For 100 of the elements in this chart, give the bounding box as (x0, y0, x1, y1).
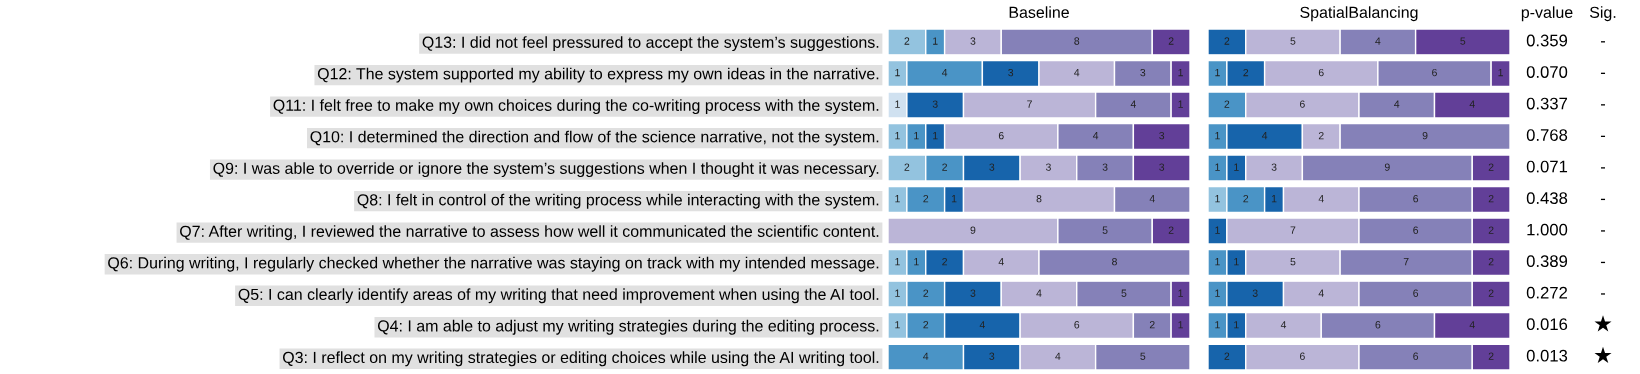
data-label: 1 (1178, 68, 1183, 77)
data-label: 2 (1318, 131, 1324, 140)
text: p-value (1521, 6, 1573, 22)
data-label: 7 (1027, 100, 1032, 108)
text: ★ (1594, 346, 1612, 363)
data-label: 2 (1168, 37, 1174, 45)
y-tick-label: Q11: I felt free to make my own choices during the co-writing process with the system. (273, 99, 879, 115)
text: - (1600, 41, 1606, 43)
data-label: 1 (1178, 321, 1183, 329)
data-label: 8 (1074, 37, 1080, 45)
data-label: 1 (895, 132, 900, 140)
y-tick-label: Q5: I can clearly identify areas of my writing that need improvement when using the AI tool. (238, 288, 879, 304)
data-label: 3 (1271, 163, 1277, 171)
data-label: 8 (1112, 257, 1117, 266)
data-label: 6 (1300, 352, 1305, 360)
data-label: 7 (1403, 258, 1409, 266)
y-tick-label: Q4: I am able to adjust my writing strategies during the editing process. (377, 319, 879, 335)
data-label: 2 (1488, 289, 1494, 297)
data-label: 6 (1318, 68, 1324, 77)
data-label: 1 (895, 289, 900, 297)
data-label: 4 (1394, 100, 1400, 108)
text: Sig. (1589, 6, 1616, 22)
data-label: 9 (970, 226, 976, 234)
data-label: 6 (1413, 289, 1419, 297)
data-label: 2 (1243, 194, 1249, 203)
text: 0.359 (1526, 34, 1568, 47)
data-label: 6 (998, 131, 1004, 140)
chart-title: Baseline (1009, 6, 1069, 18)
data-label: 1 (1215, 195, 1220, 203)
data-label: 3 (1102, 163, 1108, 171)
text: - (1600, 167, 1606, 169)
data-label: 3 (1159, 163, 1165, 171)
y-tick-label: Q9: I was able to override or ignore the system’s suggestions when I thought it was necessary. (213, 162, 879, 178)
data-label: 4 (1469, 321, 1475, 329)
text: 1.000 (1527, 223, 1568, 236)
y-tick-label: Q3: I reflect on my writing strategies or editing choices while using the AI writing tool. (282, 351, 879, 367)
data-label: 2 (904, 37, 910, 45)
data-label: 1 (1271, 195, 1277, 203)
data-label: 4 (1092, 132, 1099, 140)
data-label: 8 (1036, 194, 1042, 203)
data-label: 1 (895, 68, 900, 77)
data-label: 5 (1460, 37, 1466, 45)
y-tick-label: Q6: During writing, I regularly checked whether the narrative was staying on track with my intended message. (108, 256, 879, 272)
data-label: 4 (923, 352, 929, 360)
data-label: 5 (1290, 37, 1296, 45)
data-label: 1 (1178, 289, 1183, 297)
chart-title: SpatialBalancing (1300, 6, 1418, 22)
data-label: 4 (1074, 68, 1080, 77)
data-label: 3 (932, 100, 938, 108)
data-label: 9 (1384, 163, 1390, 171)
data-label: 5 (1290, 258, 1296, 266)
data-label: 2 (1224, 352, 1230, 360)
data-label: 3 (1140, 68, 1146, 77)
text: - (1600, 104, 1606, 106)
data-label: 2 (1168, 226, 1174, 234)
data-label: 1 (895, 100, 900, 108)
data-label: 2 (1243, 68, 1249, 77)
text: 0.389 (1526, 255, 1568, 268)
data-label: 1 (1215, 289, 1220, 297)
text: ★ (1594, 315, 1612, 332)
data-label: 1 (951, 195, 957, 203)
text: 0.070 (1526, 66, 1568, 78)
data-label: 4 (1318, 289, 1324, 297)
data-label: 4 (1036, 289, 1042, 297)
data-label: 2 (904, 163, 910, 171)
data-label: 6 (1074, 321, 1080, 329)
data-label: 1 (1234, 258, 1239, 266)
data-label: 4 (1261, 132, 1268, 140)
data-label: 2 (1488, 226, 1494, 234)
y-tick-label: Q7: After writing, I reviewed the narrative to assess how well it communicated the scientific content. (180, 225, 879, 241)
text: 0.438 (1526, 192, 1568, 204)
data-label: 2 (1488, 352, 1494, 360)
y-tick-label: Q8: I felt in control of the writing process while interacting with the system. (357, 193, 879, 209)
data-label: 1 (895, 321, 900, 329)
data-label: 2 (1488, 257, 1494, 266)
text: - (1600, 135, 1606, 138)
data-label: 4 (1469, 100, 1475, 108)
data-label: 1 (1215, 226, 1220, 234)
data-label: 3 (989, 352, 995, 360)
data-label: 2 (923, 321, 929, 329)
text: 0.071 (1526, 160, 1568, 173)
text: - (1600, 72, 1606, 74)
data-label: 5 (1140, 352, 1146, 360)
data-label: 1 (1215, 132, 1220, 140)
data-label: 1 (914, 132, 919, 140)
data-label: 5 (1102, 226, 1108, 234)
text: - (1600, 198, 1606, 201)
data-label: 1 (895, 258, 900, 266)
data-label: 9 (1422, 131, 1428, 140)
data-label: 1 (895, 195, 900, 203)
data-label: 1 (914, 258, 919, 266)
data-label: 5 (1121, 289, 1127, 297)
data-label: 4 (1055, 352, 1061, 360)
data-label: 4 (1318, 195, 1324, 203)
data-label: 1 (933, 132, 938, 140)
data-label: 2 (923, 289, 929, 297)
data-label: 3 (1045, 163, 1051, 171)
data-label: 1 (1215, 163, 1220, 171)
data-label: 2 (1488, 163, 1494, 171)
data-label: 4 (941, 68, 948, 77)
